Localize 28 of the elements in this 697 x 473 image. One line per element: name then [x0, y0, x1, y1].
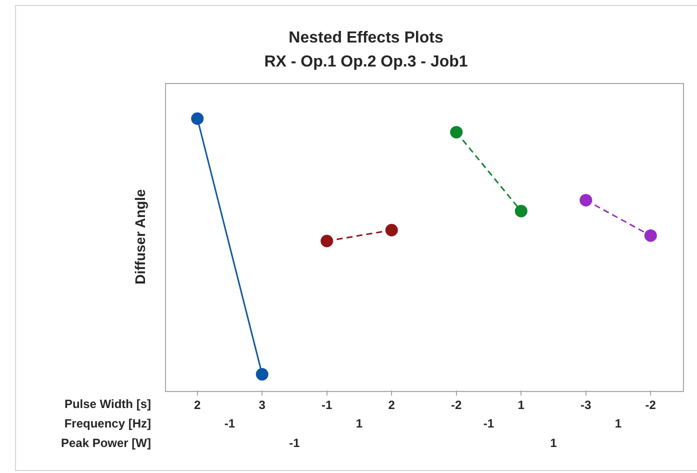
- text: Peak Power [W]: [60, 436, 151, 450]
- text: -1: [224, 416, 236, 430]
- x-tick-label: 2: [194, 398, 202, 412]
- point: [580, 194, 592, 206]
- text: Frequency [Hz]: [64, 416, 151, 430]
- x-tick-label: -3: [580, 398, 592, 412]
- point: [256, 368, 268, 381]
- x-tick-label: 3: [258, 398, 266, 412]
- point: [320, 234, 334, 248]
- text: 1: [614, 416, 622, 430]
- text: -1: [483, 416, 494, 430]
- x-axis-title: Pulse Width [s]: [64, 396, 151, 411]
- x-tick-label: -2: [451, 398, 462, 412]
- chart-subtitle: RX - Op.1 Op.2 Op.3 - Job1: [264, 53, 468, 70]
- text: -1: [289, 436, 300, 450]
- y-axis-title: Diffuser Angle: [132, 189, 148, 284]
- point: [644, 229, 657, 242]
- point: [385, 224, 398, 236]
- text: 1: [356, 416, 363, 430]
- x-tick-label: 1: [518, 398, 525, 412]
- text: 1: [550, 436, 558, 450]
- x-tick-label: -1: [322, 398, 333, 412]
- point: [450, 126, 463, 138]
- x-tick-label: -2: [645, 398, 656, 412]
- point: [514, 204, 528, 218]
- chart-title: Nested Effects Plots: [288, 29, 444, 46]
- point: [191, 112, 204, 125]
- x-tick-label: 2: [388, 398, 396, 412]
